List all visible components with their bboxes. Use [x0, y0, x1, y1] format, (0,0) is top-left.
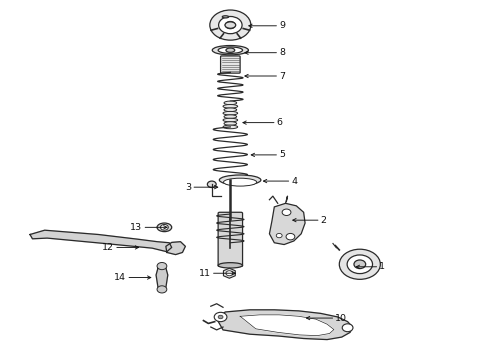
Circle shape: [276, 233, 282, 238]
Circle shape: [218, 315, 223, 319]
Circle shape: [226, 271, 233, 276]
Ellipse shape: [222, 16, 229, 18]
Circle shape: [214, 312, 227, 321]
Circle shape: [282, 209, 291, 216]
Ellipse shape: [226, 48, 235, 52]
FancyBboxPatch shape: [220, 56, 240, 73]
Ellipse shape: [212, 45, 248, 55]
Ellipse shape: [224, 122, 237, 125]
Text: 8: 8: [279, 48, 285, 57]
Polygon shape: [223, 268, 235, 278]
Ellipse shape: [218, 47, 243, 53]
Polygon shape: [166, 242, 185, 255]
Circle shape: [210, 10, 251, 40]
Text: 6: 6: [277, 118, 283, 127]
Ellipse shape: [218, 263, 243, 268]
Circle shape: [339, 249, 380, 279]
Text: 4: 4: [292, 176, 297, 185]
Ellipse shape: [223, 104, 238, 108]
Ellipse shape: [157, 223, 171, 231]
Polygon shape: [156, 268, 168, 288]
Circle shape: [160, 225, 168, 230]
Text: 11: 11: [199, 269, 211, 278]
Text: 10: 10: [335, 314, 347, 323]
Text: 12: 12: [102, 243, 114, 252]
Polygon shape: [240, 315, 334, 336]
Polygon shape: [270, 203, 305, 244]
Circle shape: [354, 260, 366, 269]
Polygon shape: [30, 230, 172, 252]
Ellipse shape: [223, 178, 257, 186]
Text: 7: 7: [279, 72, 285, 81]
Ellipse shape: [223, 125, 238, 129]
Circle shape: [157, 262, 167, 270]
Ellipse shape: [225, 22, 236, 28]
FancyBboxPatch shape: [218, 212, 243, 266]
Circle shape: [207, 181, 216, 188]
Text: 9: 9: [279, 21, 285, 30]
Ellipse shape: [223, 111, 238, 115]
Text: 13: 13: [130, 223, 143, 232]
Ellipse shape: [223, 118, 238, 122]
Circle shape: [157, 286, 167, 293]
Polygon shape: [216, 310, 352, 339]
Ellipse shape: [224, 101, 237, 105]
Circle shape: [286, 233, 295, 240]
Ellipse shape: [224, 108, 237, 112]
Text: 1: 1: [379, 262, 385, 271]
Circle shape: [342, 324, 353, 332]
Circle shape: [219, 17, 242, 34]
Text: 5: 5: [279, 150, 285, 159]
Text: 2: 2: [321, 216, 327, 225]
Ellipse shape: [224, 115, 237, 118]
Ellipse shape: [220, 175, 261, 185]
Circle shape: [347, 255, 372, 274]
Text: 3: 3: [185, 183, 191, 192]
Circle shape: [225, 22, 235, 29]
Text: 14: 14: [114, 273, 126, 282]
